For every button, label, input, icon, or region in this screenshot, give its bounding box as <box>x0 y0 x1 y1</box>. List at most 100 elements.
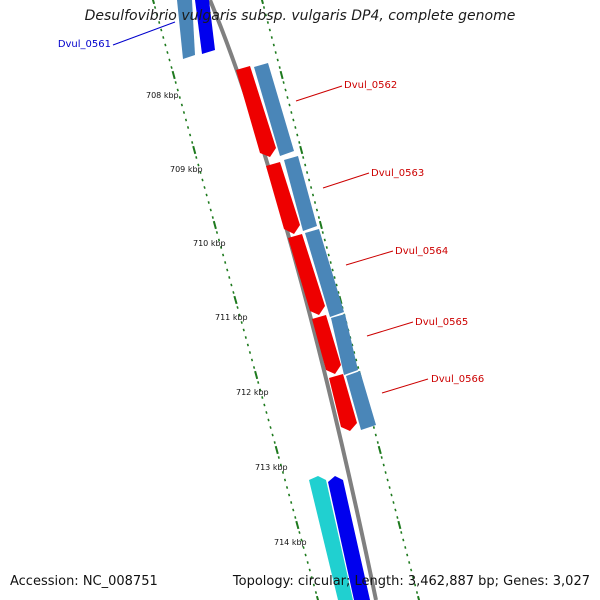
inner-ring-major-tick <box>192 145 197 155</box>
outer-ring-minor-tick <box>331 268 334 272</box>
inner-ring-minor-tick <box>164 43 167 47</box>
connector-dvul-0561 <box>112 21 176 46</box>
inner-ring-minor-tick <box>300 538 303 542</box>
inner-ring-minor-tick <box>178 96 181 99</box>
inner-ring-minor-tick <box>184 118 188 122</box>
inner-ring-minor-tick <box>269 426 272 429</box>
outer-ring-minor-tick <box>286 96 289 99</box>
gene-cyan-bottom[interactable] <box>309 476 353 600</box>
inner-ring-minor-tick <box>250 358 254 362</box>
outer-ring-minor-tick <box>388 486 391 489</box>
outer-ring-minor-tick <box>406 553 409 557</box>
inner-ring-minor-tick <box>302 546 305 549</box>
gene-label-dvul-0562[interactable]: Dvul_0562 <box>344 80 397 91</box>
gene-blue-bottom[interactable] <box>328 476 370 600</box>
gene-label-dvul-0561[interactable]: Dvul_0561 <box>58 39 111 50</box>
inner-ring-minor-tick <box>312 583 315 587</box>
inner-ring-minor-tick <box>158 21 161 24</box>
outer-ring-minor-tick <box>296 133 299 137</box>
outer-ring-minor-tick <box>372 426 375 429</box>
inner-ring-minor-tick <box>228 276 231 279</box>
inner-ring-minor-tick <box>288 493 291 497</box>
inner-ring-minor-tick <box>230 283 233 287</box>
gene-dvul-0563[interactable] <box>266 162 300 234</box>
inner-ring-minor-tick <box>238 313 241 317</box>
inner-ring-minor-tick <box>199 171 202 174</box>
outer-ring-minor-tick <box>315 208 319 212</box>
outer-ring-minor-tick <box>323 238 326 242</box>
connector-dvul-0562 <box>295 85 343 102</box>
inner-ring-minor-tick <box>197 163 200 167</box>
inner-ring-minor-tick <box>195 156 198 159</box>
gene-dvul-0564[interactable] <box>288 234 325 315</box>
inner-ring-minor-tick <box>279 463 282 467</box>
inner-ring-major-tick <box>295 520 300 530</box>
inner-ring-minor-tick <box>292 508 295 512</box>
gene-dvul-0566[interactable] <box>329 374 357 431</box>
inner-ring-major-tick <box>254 370 259 380</box>
inner-ring-minor-tick <box>162 36 165 39</box>
inner-ring-minor-tick <box>271 433 274 437</box>
inner-ring-minor-tick <box>156 13 159 17</box>
outer-ring-minor-tick <box>294 126 297 129</box>
connector-dvul-0563 <box>322 172 370 189</box>
cds-dvul-0564[interactable] <box>305 229 344 317</box>
outer-ring-minor-tick <box>266 21 269 24</box>
cds-dvul-0565[interactable] <box>331 314 358 375</box>
outer-ring-major-tick <box>279 70 284 80</box>
outer-ring-minor-tick <box>317 216 320 219</box>
cds-dvul-0561[interactable] <box>177 0 195 59</box>
inner-ring-minor-tick <box>205 193 208 197</box>
cds-dvul-0566[interactable] <box>346 371 376 430</box>
outer-ring-minor-tick <box>355 358 358 362</box>
outer-ring-minor-tick <box>311 193 315 197</box>
scale-label-712: 712 kbp <box>236 388 269 397</box>
inner-ring-minor-tick <box>209 208 212 212</box>
cds-dvul-0563[interactable] <box>284 156 317 231</box>
inner-ring-minor-tick <box>236 306 239 309</box>
outer-ring-minor-tick <box>268 28 271 32</box>
outer-ring-minor-tick <box>327 253 330 257</box>
outer-ring-minor-tick <box>404 546 407 549</box>
inner-ring-minor-tick <box>261 396 264 399</box>
outer-ring-minor-tick <box>353 351 356 354</box>
outer-ring-minor-tick <box>276 58 279 62</box>
inner-ring-minor-tick <box>240 321 243 324</box>
inner-ring-minor-tick <box>244 336 247 339</box>
outer-ring-minor-tick <box>321 231 324 234</box>
gene-label-dvul-0564[interactable]: Dvul_0564 <box>395 246 448 257</box>
gene-label-dvul-0565[interactable]: Dvul_0565 <box>415 317 468 328</box>
connector-dvul-0565 <box>366 321 414 337</box>
inner-ring-minor-tick <box>166 51 169 54</box>
inner-ring-minor-tick <box>160 28 163 32</box>
outer-ring-minor-tick <box>392 501 395 504</box>
inner-ring-minor-tick <box>153 6 157 9</box>
outer-ring-minor-tick <box>396 516 399 519</box>
inner-ring-minor-tick <box>189 133 192 137</box>
outer-ring-minor-tick <box>380 456 383 459</box>
outer-ring-minor-tick <box>298 141 301 144</box>
inner-ring-minor-tick <box>170 66 173 69</box>
outer-ring-minor-tick <box>374 433 377 437</box>
connector-dvul-0566 <box>381 378 429 394</box>
inner-tick-ring <box>151 0 320 600</box>
inner-ring-minor-tick <box>283 478 287 482</box>
inner-ring-minor-tick <box>285 486 289 489</box>
inner-ring-minor-tick <box>267 418 270 422</box>
outer-ring-minor-tick <box>262 6 266 9</box>
outer-ring-minor-tick <box>337 291 340 294</box>
gene-label-dvul-0563[interactable]: Dvul_0563 <box>371 168 424 179</box>
outer-ring-minor-tick <box>274 51 277 54</box>
gene-label-dvul-0566[interactable]: Dvul_0566 <box>431 374 484 385</box>
inner-ring-major-tick <box>212 220 217 230</box>
inner-ring-minor-tick <box>174 81 177 84</box>
gene-dvul-0562[interactable] <box>236 66 276 157</box>
gene-dvul-0561[interactable] <box>195 0 215 54</box>
inner-ring-minor-tick <box>281 471 285 474</box>
cds-dvul-0562[interactable] <box>254 63 294 156</box>
label-connectors <box>112 21 429 394</box>
outer-ring-minor-tick <box>313 201 317 204</box>
gene-dvul-0565[interactable] <box>312 315 341 374</box>
inner-ring-minor-tick <box>314 591 318 594</box>
inner-ring-minor-tick <box>224 261 227 264</box>
